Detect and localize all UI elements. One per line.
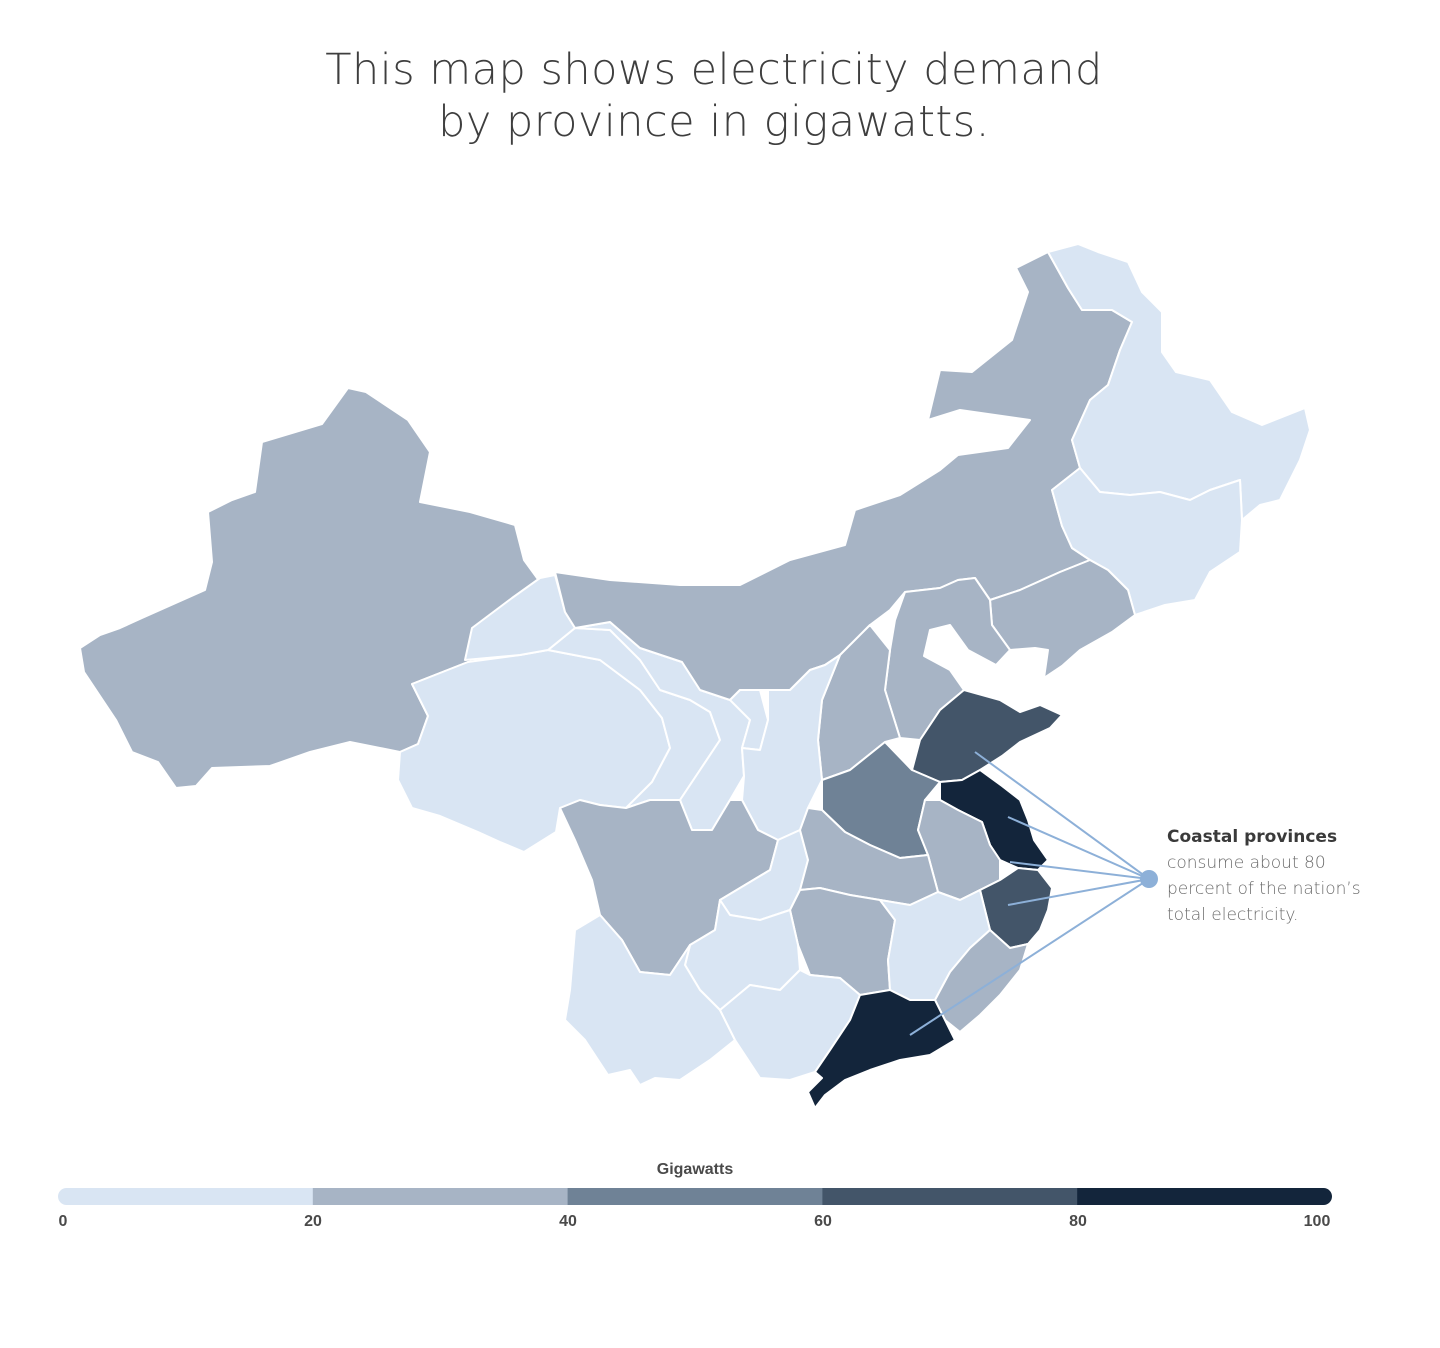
callout-line-jiangsu <box>1007 816 1150 880</box>
annotation-heading: Coastal provinces <box>1167 827 1338 847</box>
map-title: This map shows electricity demand by pro… <box>0 44 1428 148</box>
callout-line-guangdong <box>909 878 1150 1036</box>
map-title-line-1: This map shows electricity demand <box>325 45 1103 95</box>
legend-swatch-40-60 <box>567 1188 823 1205</box>
legend-swatch-0-20 <box>58 1188 314 1205</box>
callout-lines <box>909 751 1158 1036</box>
legend-tick-40: 40 <box>559 1213 577 1230</box>
legend-title: Gigawatts <box>656 1161 734 1178</box>
callout-line-jiangsu-south <box>1009 861 1150 880</box>
legend-tick-100: 100 <box>1303 1213 1331 1230</box>
legend-tick-60: 60 <box>814 1213 832 1230</box>
legend-tick-20: 20 <box>304 1213 322 1230</box>
province-fujian <box>934 929 1029 1033</box>
legend-swatch-60-80 <box>822 1188 1078 1205</box>
annotation-line-2: percent of the nation’s <box>1167 879 1361 899</box>
legend-swatch-80-100 <box>1077 1188 1332 1205</box>
callout-line-zhejiang <box>1007 878 1150 906</box>
legend-tick-80: 80 <box>1069 1213 1087 1230</box>
legend-tick-0: 0 <box>58 1213 68 1230</box>
province-guangdong <box>807 989 956 1109</box>
province-yunnan <box>564 914 736 1086</box>
callout-line-shandong <box>974 751 1150 880</box>
map-title-line-2: by province in gigawatts. <box>438 97 990 147</box>
province-liaoning <box>989 559 1136 679</box>
coastal-annotation: Coastal provinces consume about 80 perce… <box>1167 824 1417 928</box>
legend-bar <box>58 1188 1332 1205</box>
callout-dot <box>1140 870 1158 888</box>
annotation-line-1: consume about 80 <box>1167 853 1326 873</box>
annotation-line-3: total electricity. <box>1167 905 1299 925</box>
legend-swatch-20-40 <box>312 1188 569 1205</box>
